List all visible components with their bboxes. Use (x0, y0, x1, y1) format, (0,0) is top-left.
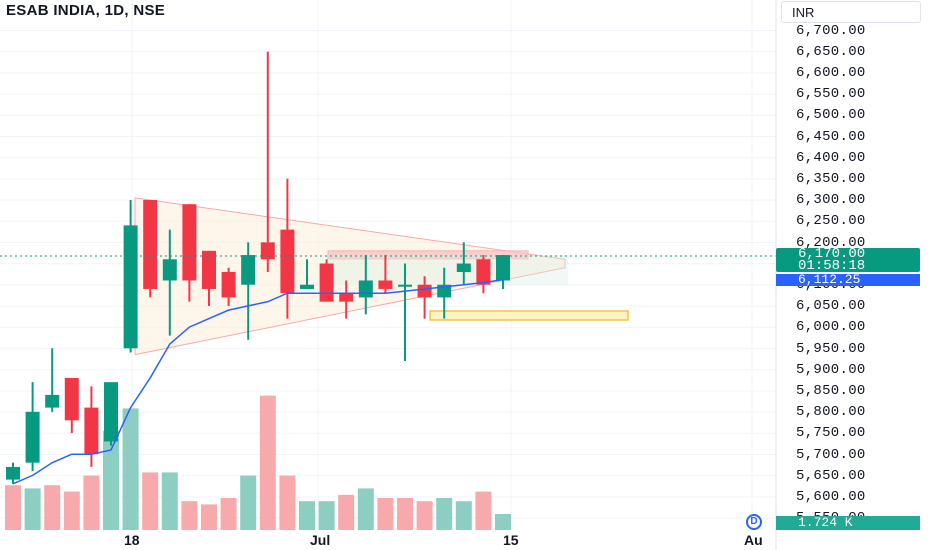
price-axis-label: 5,600.00 (796, 488, 866, 505)
volume-bar (201, 504, 217, 530)
candle (260, 51, 275, 273)
candle (104, 382, 118, 446)
price-axis-label: 5,800.00 (796, 404, 866, 421)
bar-countdown: 01:58:18 (798, 258, 866, 274)
last-price-tag: 6,170.00 01:58:18 (776, 246, 920, 274)
volume-value-tag: 1.724 K (776, 516, 920, 530)
candle (123, 199, 138, 353)
candle (496, 255, 510, 289)
price-axis-label: 6,200.00 (796, 234, 866, 251)
price-axis-label: 6,350.00 (796, 170, 866, 187)
price-axis-label: 6,700.00 (796, 22, 866, 39)
candle (45, 348, 60, 412)
price-axis-label: 6,000.00 (796, 319, 866, 336)
volume-bar (299, 501, 315, 530)
price-axis-label: 5,950.00 (796, 340, 866, 357)
volume-bar (495, 514, 511, 530)
time-axis-label: Au (744, 532, 763, 548)
volume-bar (142, 472, 159, 530)
volume-bar (436, 498, 453, 530)
price-axis-label: 5,850.00 (796, 382, 866, 399)
resistance-zone (327, 250, 529, 260)
candle (280, 178, 295, 319)
symbol-title[interactable]: ESAB INDIA, 1D, NSE (6, 2, 166, 19)
candle (319, 259, 334, 302)
currency-selector[interactable]: INR (781, 1, 921, 23)
volume-bar (475, 491, 492, 530)
volume-bar (220, 498, 237, 530)
price-axis-label: 6,500.00 (796, 107, 866, 124)
time-axis-label: 15 (503, 532, 519, 548)
candle (64, 377, 79, 434)
candlesticks (6, 51, 510, 484)
volume-bar (357, 488, 374, 530)
candle (339, 280, 354, 319)
candle (143, 199, 158, 298)
volume-bar (181, 501, 198, 530)
volume-bar (416, 501, 433, 530)
volume-bar (5, 485, 21, 530)
price-axis-label: 5,650.00 (796, 467, 866, 484)
price-axis-label: 6,450.00 (796, 128, 866, 145)
dividend-icon[interactable]: D (746, 514, 762, 530)
candle (241, 242, 256, 340)
price-axis-label: 6,400.00 (796, 149, 866, 166)
volume-bar (338, 494, 355, 530)
volume-bar (240, 475, 257, 530)
candle (202, 250, 216, 306)
price-axis-label: 5,700.00 (796, 446, 866, 463)
candle (476, 255, 491, 294)
price-axis-label: 6,650.00 (796, 43, 866, 60)
candle (300, 259, 314, 289)
last-price-value: 6,170.00 (798, 246, 866, 262)
volume-bar (259, 395, 276, 530)
pattern-drawings (134, 197, 629, 356)
volume-bar (161, 472, 178, 530)
volume-bars (5, 395, 511, 530)
volume-bar (318, 501, 335, 530)
candle (456, 242, 471, 285)
volume-bar (63, 491, 80, 530)
candle (182, 204, 197, 302)
consolidation-zone (328, 255, 568, 285)
volume-bar (103, 430, 119, 530)
price-axis-label: 6,250.00 (796, 213, 866, 230)
price-axis-label: 5,750.00 (796, 425, 866, 442)
support-zone (429, 310, 629, 321)
price-axis-label: 6,050.00 (796, 298, 866, 315)
volume-bar (44, 485, 61, 530)
volume-bar (397, 498, 413, 530)
moving-average-line (12, 278, 504, 485)
volume-bar (377, 498, 394, 530)
volume-bar (122, 408, 139, 530)
volume-bar (83, 475, 100, 530)
volume-bar (455, 501, 472, 530)
price-axis-label: 6,550.00 (796, 86, 866, 103)
candle (25, 382, 40, 472)
candle (162, 229, 177, 336)
price-axis-label: 6,300.00 (796, 192, 866, 209)
candle (221, 267, 236, 306)
volume-bar (24, 488, 41, 530)
time-axis-label: 18 (124, 532, 140, 548)
candle (398, 263, 412, 361)
ma-value-tag: 6,112.25 (776, 273, 920, 286)
volume-bar (279, 475, 296, 530)
candle (378, 255, 393, 294)
price-axis-label: 5,900.00 (796, 361, 866, 378)
time-axis-label: Jul (310, 532, 331, 548)
candle (6, 462, 20, 484)
price-axis-label: 6,600.00 (796, 64, 866, 81)
